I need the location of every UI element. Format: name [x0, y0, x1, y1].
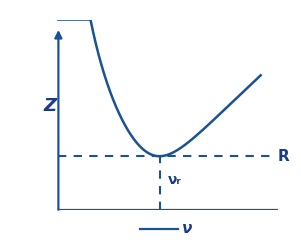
- Text: Z: Z: [43, 97, 57, 115]
- Text: R: R: [278, 149, 289, 164]
- Text: νᵣ: νᵣ: [168, 173, 182, 187]
- Text: ν: ν: [182, 221, 193, 236]
